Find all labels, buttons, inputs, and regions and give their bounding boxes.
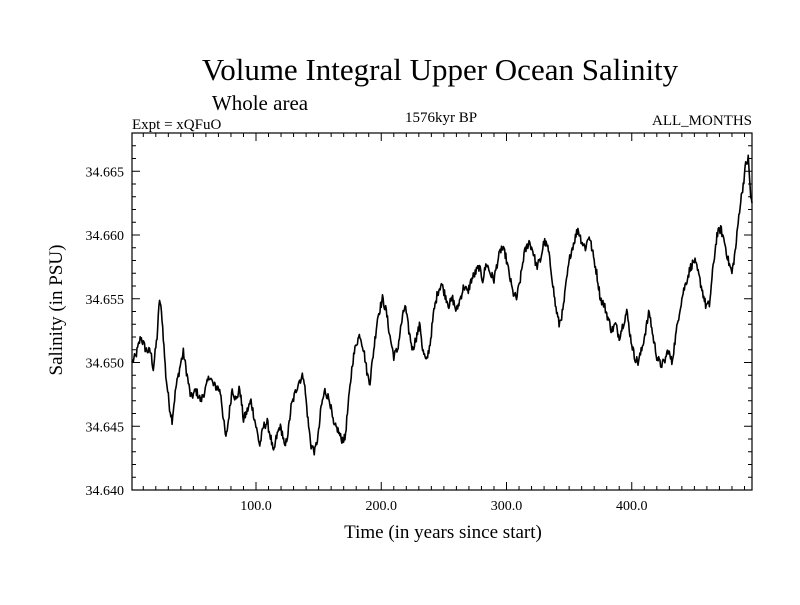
- y-tick-label: 34.660: [86, 229, 125, 244]
- series-line-salinity: [131, 154, 753, 456]
- experiment-label: Expt = xQFuO: [132, 117, 221, 133]
- x-axis-label: Time (in years since start): [344, 522, 542, 543]
- period-label: 1576kyr BP: [405, 110, 477, 126]
- x-tick-label: 100.0: [240, 499, 272, 514]
- x-tick-label: 200.0: [366, 499, 398, 514]
- ticks-layer: [132, 132, 752, 491]
- y-tick-label: 34.640: [86, 484, 125, 499]
- x-tick-label: 400.0: [616, 499, 648, 514]
- months-label: ALL_MONTHS: [652, 113, 752, 129]
- y-tick-label: 34.650: [86, 357, 125, 372]
- y-axis-label: Salinity (in PSU): [46, 245, 67, 376]
- y-tick-label: 34.655: [86, 293, 125, 308]
- chart-subtitle: Whole area: [212, 91, 309, 115]
- x-tick-label: 300.0: [491, 499, 523, 514]
- plot-frame: [131, 132, 753, 491]
- y-tick-label: 34.665: [86, 165, 125, 180]
- chart-title: Volume Integral Upper Ocean Salinity: [202, 52, 679, 87]
- series-layer: [131, 154, 753, 456]
- y-tick-label: 34.645: [86, 420, 125, 435]
- tick-labels-layer: 100.0 200.0 300.0 400.0 34.640 34.645 34.650 34…: [86, 165, 648, 514]
